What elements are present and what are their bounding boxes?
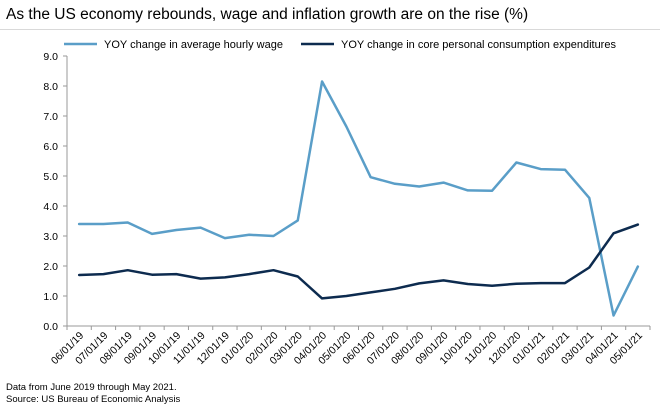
legend: YOY change in average hourly wage YOY ch…	[64, 39, 616, 51]
y-tick-label: 9.0	[43, 51, 58, 63]
data-point	[248, 234, 250, 236]
data-point	[224, 276, 226, 278]
data-point	[151, 233, 153, 235]
data-point	[491, 190, 493, 192]
data-point	[588, 266, 590, 268]
title-divider	[0, 29, 660, 30]
y-axis: 0.0 1.0 2.0 3.0 4.0 5.0 6.0 7.0 8.0 9.0	[43, 51, 68, 333]
legend-label-wage: YOY change in average hourly wage	[104, 39, 283, 51]
data-point	[345, 125, 347, 127]
footnote: Data from June 2019 through May 2021.	[6, 382, 177, 393]
data-point	[321, 80, 323, 82]
data-point	[102, 273, 104, 275]
y-tick-label: 3.0	[43, 231, 58, 243]
y-tick-label: 5.0	[43, 171, 58, 183]
data-point	[272, 269, 274, 271]
data-point	[564, 282, 566, 284]
data-point	[539, 282, 541, 284]
data-point	[394, 183, 396, 185]
x-axis: 06/01/1907/01/1908/01/1909/01/1910/01/19…	[49, 325, 651, 367]
series-layer	[77, 80, 640, 317]
data-point	[248, 273, 250, 275]
y-tick-label: 8.0	[43, 81, 58, 93]
data-point	[297, 275, 299, 277]
legend-label-pce: YOY change in core personal consumption …	[341, 39, 616, 51]
data-point	[199, 277, 201, 279]
data-point	[272, 235, 274, 237]
data-point	[321, 297, 323, 299]
data-point	[442, 279, 444, 281]
data-point	[637, 265, 639, 267]
series-line-pce	[77, 223, 640, 300]
data-point	[637, 223, 639, 225]
data-point	[418, 185, 420, 187]
data-point	[199, 226, 201, 228]
data-point	[539, 168, 541, 170]
series-line-wage	[77, 80, 640, 317]
data-point	[467, 283, 469, 285]
data-point	[297, 219, 299, 221]
y-tick-label: 1.0	[43, 291, 58, 303]
data-point	[612, 314, 614, 316]
line-chart: YOY change in average hourly wage YOY ch…	[43, 39, 651, 367]
data-point	[491, 285, 493, 287]
data-point	[564, 169, 566, 171]
data-point	[515, 161, 517, 163]
data-point	[588, 197, 590, 199]
data-point	[78, 274, 80, 276]
chart-title: As the US economy rebounds, wage and inf…	[6, 6, 529, 23]
data-point	[369, 176, 371, 178]
y-tick-label: 0.0	[43, 321, 58, 333]
source-note: Source: US Bureau of Economic Analysis	[6, 394, 181, 405]
data-point	[418, 282, 420, 284]
data-point	[394, 288, 396, 290]
data-point	[515, 283, 517, 285]
y-tick-label: 4.0	[43, 201, 58, 213]
data-point	[78, 223, 80, 225]
data-point	[175, 229, 177, 231]
data-point	[151, 274, 153, 276]
data-point	[102, 223, 104, 225]
y-tick-label: 2.0	[43, 261, 58, 273]
data-point	[175, 273, 177, 275]
chart-footer: Data from June 2019 through May 2021. So…	[6, 382, 180, 406]
data-point	[127, 269, 129, 271]
data-point	[224, 237, 226, 239]
data-point	[612, 232, 614, 234]
data-point	[467, 189, 469, 191]
data-point	[127, 221, 129, 223]
y-tick-label: 6.0	[43, 141, 58, 153]
data-point	[345, 295, 347, 297]
y-tick-label: 7.0	[43, 111, 58, 123]
data-point	[369, 291, 371, 293]
data-point	[442, 181, 444, 183]
